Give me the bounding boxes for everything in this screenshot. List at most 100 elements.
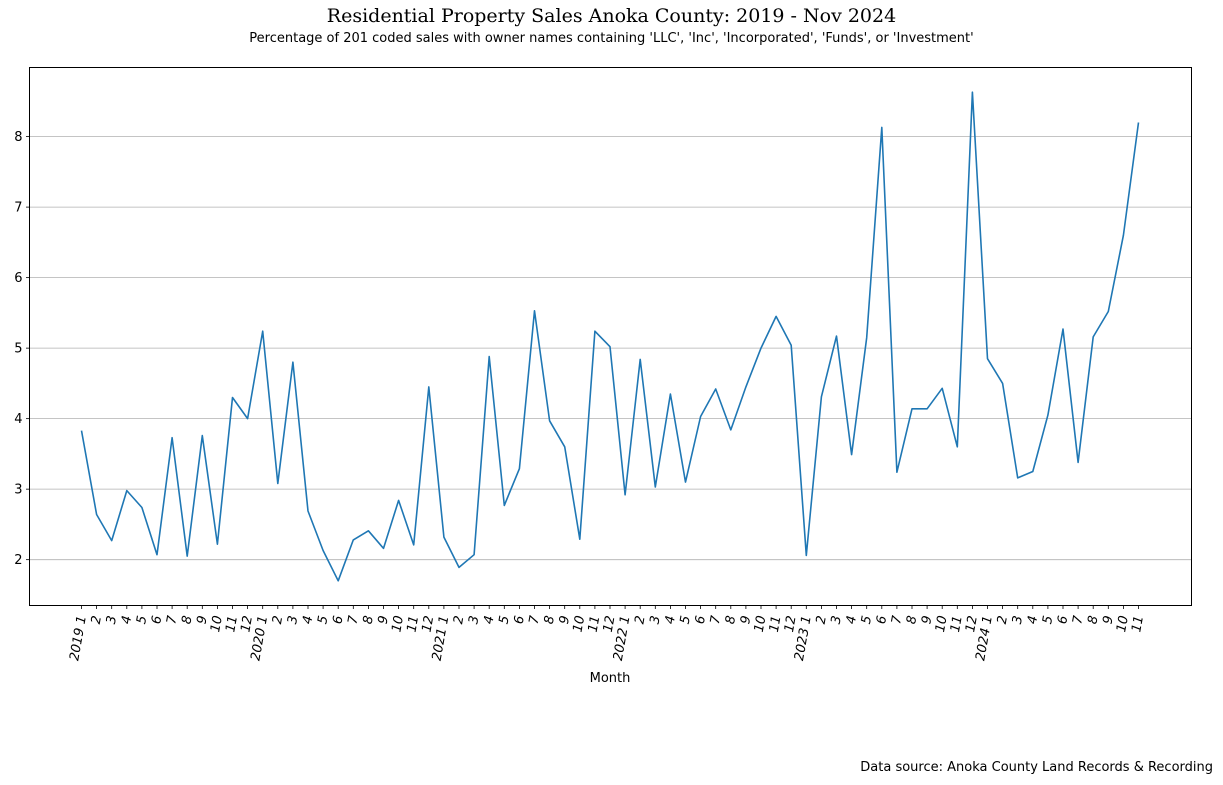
x-tick-label: 9	[376, 615, 392, 626]
x-tick-label: 7	[164, 614, 180, 625]
x-tick-label: 2019 1	[67, 615, 90, 662]
x-tick-label: 9	[1101, 615, 1117, 626]
x-tick-label: 3	[1010, 615, 1026, 626]
x-tick-label: 4	[1025, 615, 1041, 626]
data-point	[321, 549, 325, 553]
x-tick-label: 10	[933, 615, 951, 634]
y-tick-label: 6	[14, 271, 22, 286]
y-tick-label: 5	[14, 342, 22, 357]
x-tick-label: 11	[1129, 615, 1147, 634]
x-tick-label: 7	[889, 614, 905, 625]
x-tick-label: 5	[678, 615, 694, 626]
x-tick-label: 6	[1055, 615, 1071, 626]
data-point	[110, 539, 114, 543]
data-point	[125, 489, 129, 493]
x-tick-label: 7	[346, 614, 362, 625]
data-point	[306, 509, 310, 513]
data-point	[517, 467, 521, 471]
data-point	[789, 343, 793, 347]
x-tick-label: 5	[859, 615, 875, 626]
data-point	[246, 417, 250, 421]
x-tick-label: 11	[404, 615, 422, 634]
data-point	[155, 553, 159, 557]
data-point	[668, 392, 672, 396]
data-point	[185, 554, 189, 558]
series-line	[80, 91, 1140, 582]
y-tick-label: 8	[14, 130, 22, 145]
data-point	[653, 485, 657, 489]
data-point	[487, 355, 491, 359]
x-tick-label: 9	[195, 615, 211, 626]
data-point	[940, 386, 944, 390]
x-tick-label: 2	[270, 615, 286, 626]
x-tick-label: 4	[481, 615, 497, 626]
y-tick-label: 7	[14, 201, 22, 216]
x-tick-label: 8	[361, 615, 377, 626]
x-tick-label: 7	[1070, 614, 1086, 625]
data-point	[774, 314, 778, 318]
data-point	[835, 334, 839, 338]
x-tick-label: 3	[648, 615, 664, 626]
x-tick-label: 2	[451, 615, 467, 626]
x-tick-label: 3	[104, 615, 120, 626]
data-point	[684, 480, 688, 484]
data-point	[412, 543, 416, 547]
x-tick-label: 5	[497, 615, 513, 626]
y-tick-label: 2	[14, 553, 22, 568]
x-tick-label: 3	[466, 615, 482, 626]
x-tick-label: 9	[919, 615, 935, 626]
x-tick-label: 6	[693, 615, 709, 626]
x-tick-label: 5	[315, 615, 331, 626]
data-point	[759, 346, 763, 350]
x-tick-label: 3	[829, 615, 845, 626]
data-point	[1031, 470, 1035, 474]
data-point	[140, 505, 144, 509]
chart-subtitle: Percentage of 201 coded sales with owner…	[249, 31, 974, 46]
x-tick-label: 12	[238, 615, 256, 634]
x-tick-label: 8	[179, 615, 195, 626]
x-tick-label: 11	[223, 615, 241, 634]
x-tick-label: 2	[995, 615, 1011, 626]
series	[80, 90, 1141, 583]
data-point	[850, 453, 854, 457]
data-point	[744, 385, 748, 389]
x-tick-label: 6	[330, 615, 346, 626]
y-tick-label: 3	[14, 483, 22, 498]
data-point	[1106, 309, 1110, 313]
x-tick-label: 10	[752, 615, 770, 634]
data-point	[502, 503, 506, 507]
data-point	[457, 565, 461, 569]
x-tick-label: 12	[420, 615, 438, 634]
x-tick-label: 5	[134, 615, 150, 626]
y-ticks: 2 3 4 5 6 7 8	[14, 130, 30, 568]
x-tick-label: 7	[708, 614, 724, 625]
data-point	[261, 329, 265, 333]
data-point	[351, 538, 355, 542]
data-point	[200, 434, 204, 438]
x-tick-label: 11	[948, 615, 966, 634]
x-tick-label: 10	[571, 615, 589, 634]
data-point	[970, 90, 974, 94]
x-tick-label: 4	[119, 615, 135, 626]
data-point	[366, 529, 370, 533]
data-point	[699, 415, 703, 419]
data-point	[1016, 476, 1020, 480]
axes	[29, 67, 1192, 606]
data-point	[1091, 335, 1095, 339]
data-point	[1121, 233, 1125, 237]
data-point	[170, 436, 174, 440]
x-axis-label: Month	[590, 671, 631, 686]
x-tick-label: 6	[149, 615, 165, 626]
x-tick-label: 4	[844, 615, 860, 626]
data-point	[336, 579, 340, 583]
data-point	[1061, 327, 1065, 331]
x-tick-label: 4	[300, 615, 316, 626]
x-tick-label: 9	[557, 615, 573, 626]
plot-frame	[29, 67, 1192, 606]
data-point	[1137, 120, 1141, 124]
y-tick-label: 4	[14, 412, 22, 427]
data-point	[1046, 413, 1050, 417]
x-tick-label: 6	[874, 615, 890, 626]
data-point	[638, 357, 642, 361]
